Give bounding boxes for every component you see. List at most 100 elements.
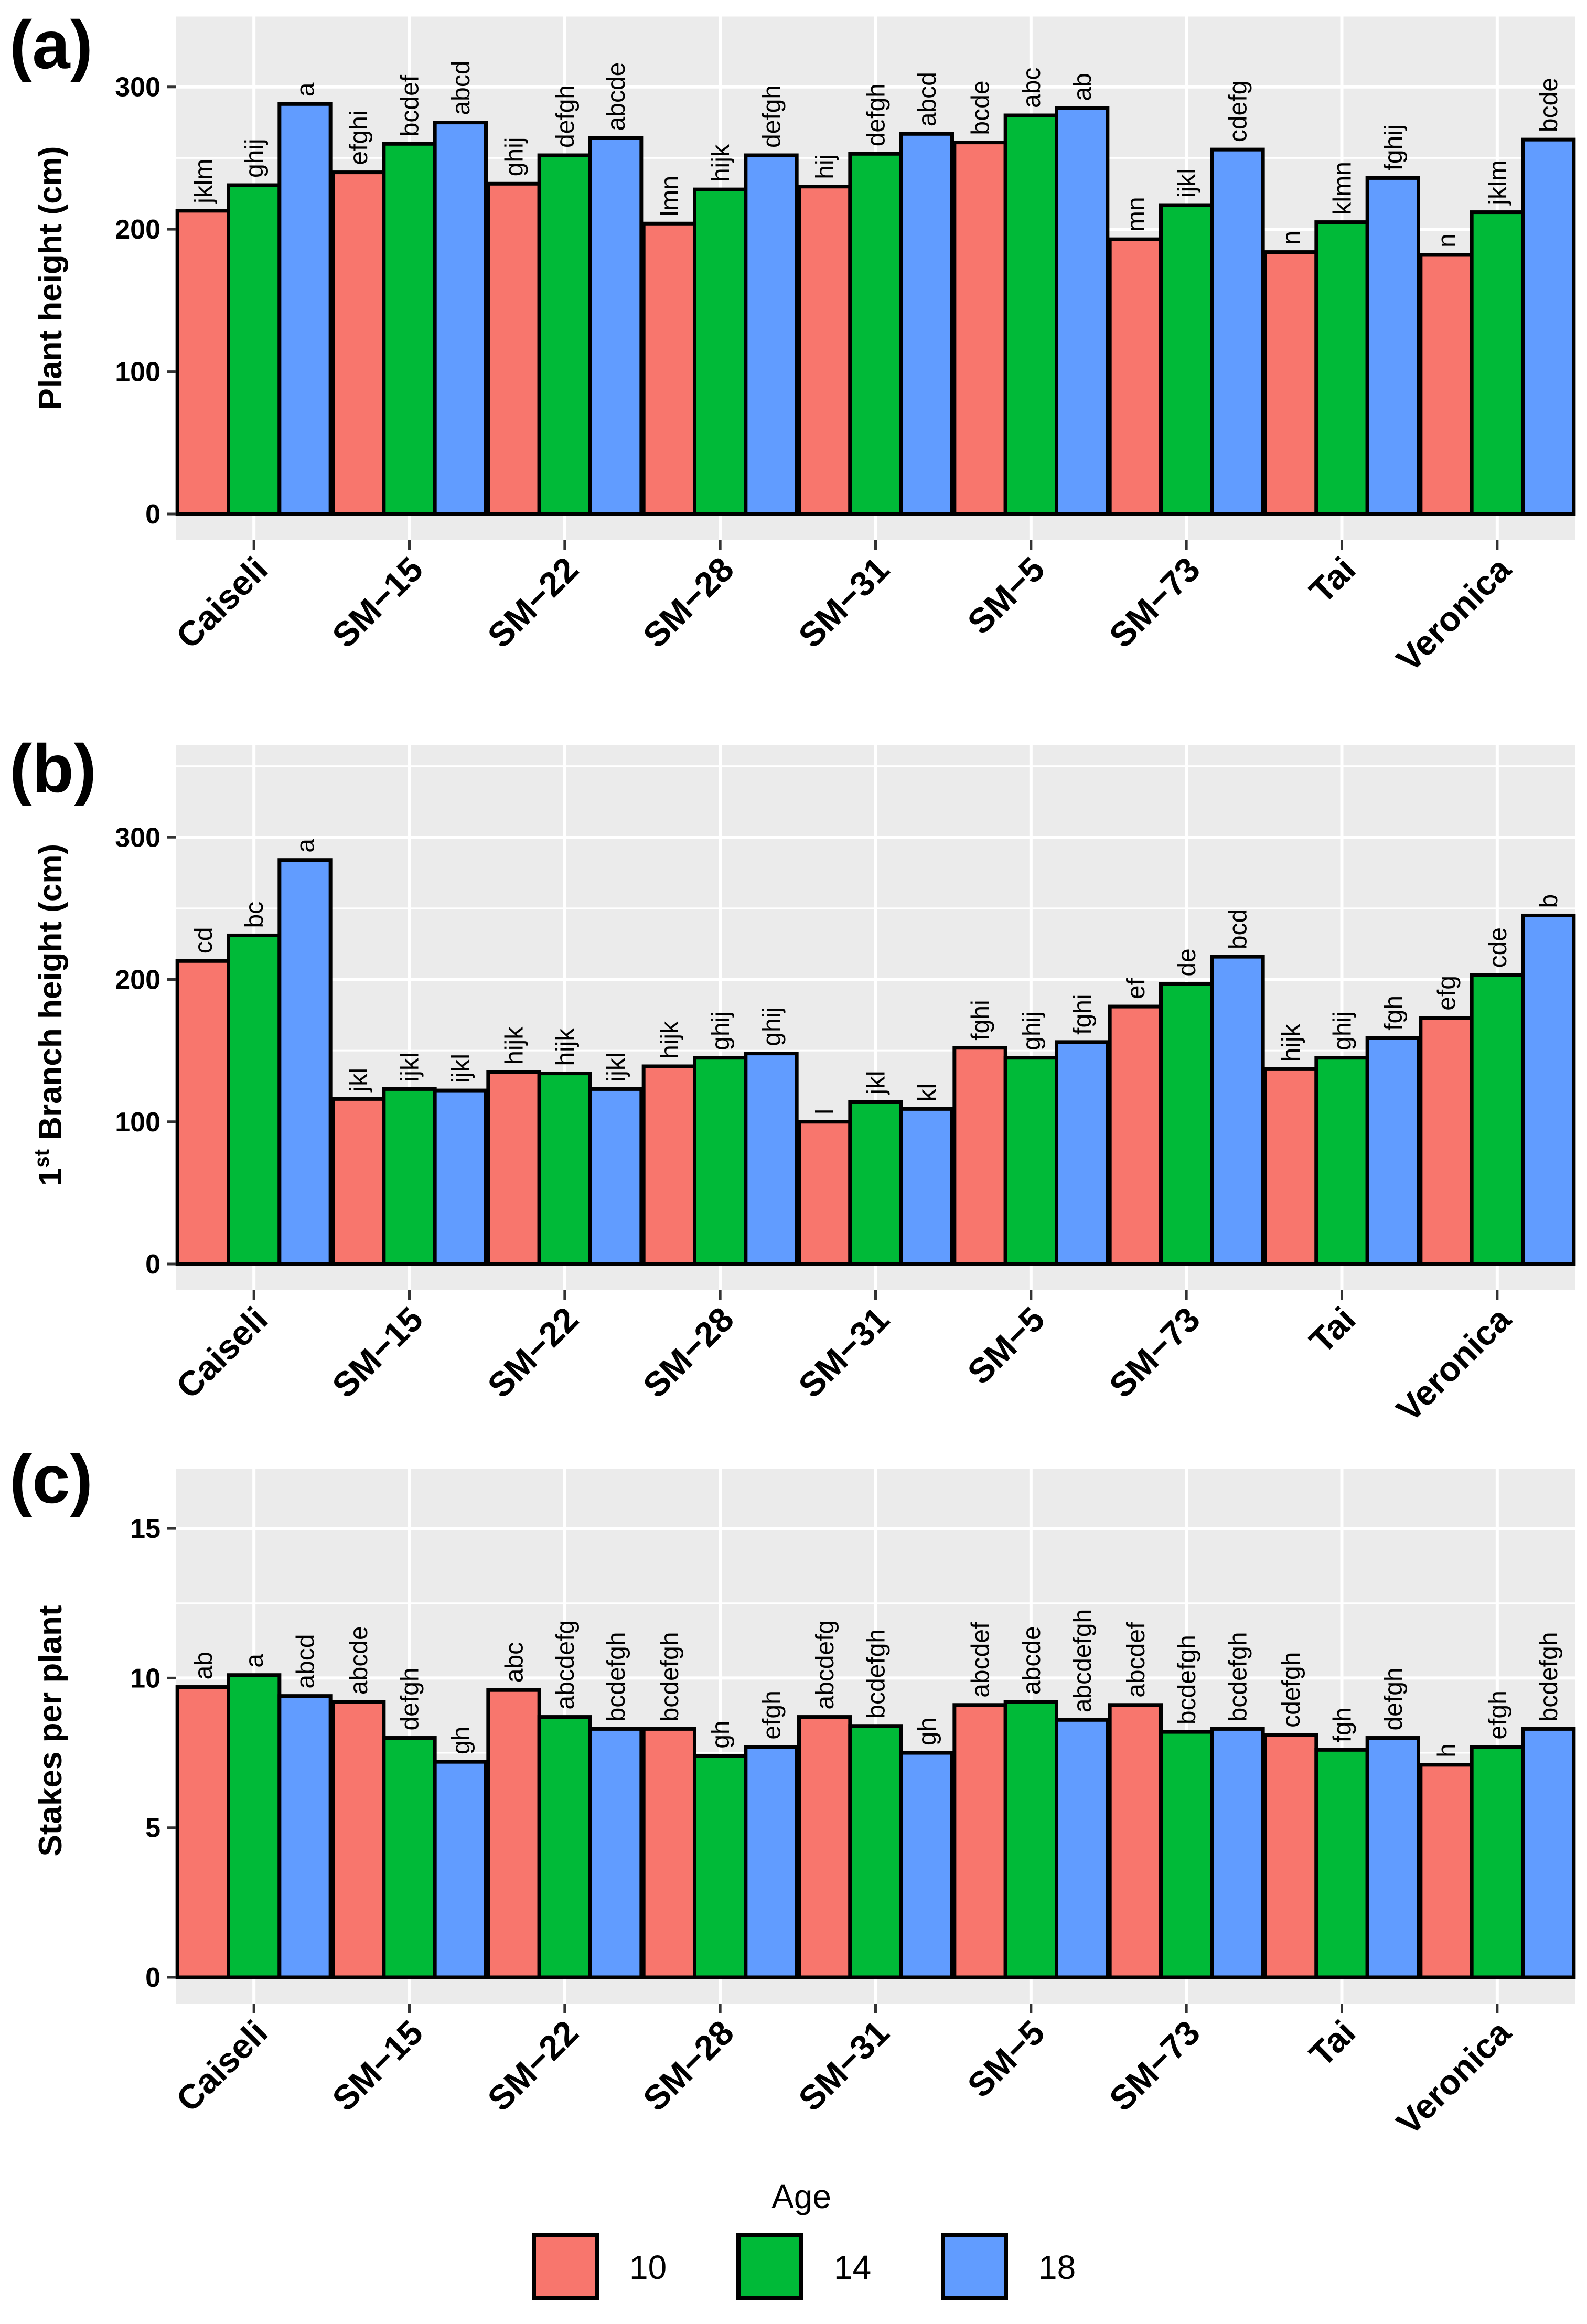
significance-label: a xyxy=(241,1654,269,1668)
significance-label: ghij xyxy=(758,1007,786,1046)
y-tick-label: 0 xyxy=(145,1249,160,1280)
bar-sm-22-age-10 xyxy=(486,1688,541,1979)
legend-key-14 xyxy=(736,2233,803,2300)
bar-caiseli-age-14 xyxy=(227,183,282,516)
legend-key-18 xyxy=(941,2233,1008,2300)
x-tick-label-sm-15: SM−15 xyxy=(325,550,431,656)
bar-sm-5-age-14 xyxy=(1003,1700,1058,1979)
bar-sm-31-age-18 xyxy=(899,1107,954,1266)
significance-label: jklm xyxy=(190,159,218,205)
bar-caiseli-age-14 xyxy=(227,1673,282,1979)
significance-label: cdefgh xyxy=(1278,1652,1305,1728)
bar-sm-15-age-14 xyxy=(382,142,437,516)
significance-label: kl xyxy=(914,1084,941,1102)
bar-tai-age-10 xyxy=(1263,250,1318,516)
legend-label-18: 18 xyxy=(1038,2248,1076,2286)
significance-label: abcd xyxy=(914,72,941,126)
significance-label: abc xyxy=(501,1642,529,1683)
panel-b-y-axis-title: 1st Branch height (cm) xyxy=(30,844,69,1186)
bar-sm-73-age-14 xyxy=(1159,1730,1214,1979)
significance-label: a xyxy=(292,82,320,97)
significance-label: klmn xyxy=(1329,162,1357,215)
bar-sm-22-age-18 xyxy=(588,136,644,516)
bar-sm-28-age-10 xyxy=(641,221,696,516)
bar-sm-73-age-14 xyxy=(1159,203,1214,516)
panel-b-y-ticks: 0 100 200 300 xyxy=(115,822,176,1280)
significance-label: abcde xyxy=(1018,1626,1046,1695)
significance-label: hij xyxy=(811,154,839,179)
significance-label: bcd xyxy=(1225,909,1252,949)
significance-label: h xyxy=(1433,1743,1461,1758)
panel-a: jklm efghi ghij lmn hij bcde mn n n ghij bcdef defg… xyxy=(9,6,1576,679)
legend-key-10 xyxy=(532,2233,599,2300)
panel-c-y-ticks: 0 5 10 15 xyxy=(130,1514,176,1993)
significance-label: defgh xyxy=(1380,1667,1408,1730)
significance-label: hijk xyxy=(707,144,735,182)
y-tick-label: 15 xyxy=(130,1514,160,1544)
significance-label: abcd xyxy=(447,60,475,115)
bar-tai-age-14 xyxy=(1314,1056,1369,1266)
bar-sm-31-age-14 xyxy=(848,1100,903,1266)
bar-sm-5-age-18 xyxy=(1055,106,1110,516)
bar-sm-28-age-14 xyxy=(693,1754,748,1979)
bar-sm-15-age-14 xyxy=(382,1087,437,1266)
significance-label: ef xyxy=(1122,978,1150,999)
significance-label: bcdefgh xyxy=(1535,1632,1563,1722)
x-tick-label-veronica: Veronica xyxy=(1389,2012,1519,2143)
significance-label: fghi xyxy=(967,1000,995,1040)
significance-label: ghij xyxy=(707,1011,735,1051)
panel-a-x-ticks: Caiseli SM−15 SM−22 SM−28 SM−31 SM−5 SM−73 Tai V… xyxy=(168,540,1519,679)
bar-sm-31-age-14 xyxy=(848,152,903,516)
significance-label: abcdef xyxy=(967,1622,995,1698)
significance-label: bcdefgh xyxy=(603,1632,630,1722)
panel-c: ab abcde abc bcdefgh abcdefg abcdef abcdef cdef… xyxy=(9,1441,1576,2143)
significance-label: bcdefgh xyxy=(1225,1632,1252,1722)
bar-veronica-age-10 xyxy=(1419,1016,1474,1266)
y-tick-label: 300 xyxy=(115,822,160,853)
bar-sm-28-age-14 xyxy=(693,187,748,516)
significance-label: defgh xyxy=(552,85,580,148)
bar-sm-22-age-14 xyxy=(537,1072,592,1266)
bar-sm-22-age-14 xyxy=(537,1715,592,1979)
bar-sm-28-age-18 xyxy=(744,1745,799,1979)
bar-sm-5-age-10 xyxy=(952,141,1007,516)
x-tick-label-sm-28: SM−28 xyxy=(636,2013,742,2119)
bar-sm-22-age-10 xyxy=(486,181,541,516)
bar-caiseli-age-18 xyxy=(277,1694,333,1979)
legend-label-14: 14 xyxy=(834,2248,871,2286)
bar-sm-15-age-14 xyxy=(382,1736,437,1979)
significance-label: fgh xyxy=(1329,1708,1357,1743)
x-tick-label-sm-28: SM−28 xyxy=(636,550,742,656)
bar-veronica-age-14 xyxy=(1470,1745,1525,1979)
panel-c-tag: (c) xyxy=(9,1441,93,1517)
x-tick-label-tai: Tai xyxy=(1302,1300,1363,1361)
significance-label: a xyxy=(292,839,320,853)
bar-veronica-age-18 xyxy=(1521,1727,1576,1979)
bar-sm-73-age-18 xyxy=(1210,147,1265,516)
bar-sm-28-age-18 xyxy=(744,153,799,516)
significance-label: efgh xyxy=(1484,1690,1512,1739)
bar-sm-22-age-14 xyxy=(537,153,592,516)
bar-sm-15-age-18 xyxy=(433,121,488,516)
significance-label: gh xyxy=(707,1720,735,1748)
significance-label: ijkl xyxy=(396,1052,424,1081)
bar-sm-5-age-18 xyxy=(1055,1718,1110,1979)
x-tick-label-sm-5: SM−5 xyxy=(960,2013,1052,2105)
x-tick-label-sm-22: SM−22 xyxy=(480,1300,586,1406)
bar-sm-5-age-18 xyxy=(1055,1040,1110,1266)
bar-sm-73-age-14 xyxy=(1159,982,1214,1266)
significance-label: ijkl xyxy=(1173,168,1201,198)
legend-label-10: 10 xyxy=(629,2248,667,2286)
y-tick-label: 100 xyxy=(115,357,160,388)
significance-label: hijk xyxy=(1278,1023,1305,1062)
x-tick-label-sm-31: SM−31 xyxy=(791,1300,897,1406)
significance-label: ab xyxy=(190,1652,218,1679)
bar-sm-31-age-10 xyxy=(797,1715,852,1979)
bar-sm-15-age-10 xyxy=(331,170,386,516)
x-tick-label-sm-31: SM−31 xyxy=(791,550,897,656)
bar-sm-15-age-10 xyxy=(331,1097,386,1266)
bar-veronica-age-10 xyxy=(1419,253,1474,516)
